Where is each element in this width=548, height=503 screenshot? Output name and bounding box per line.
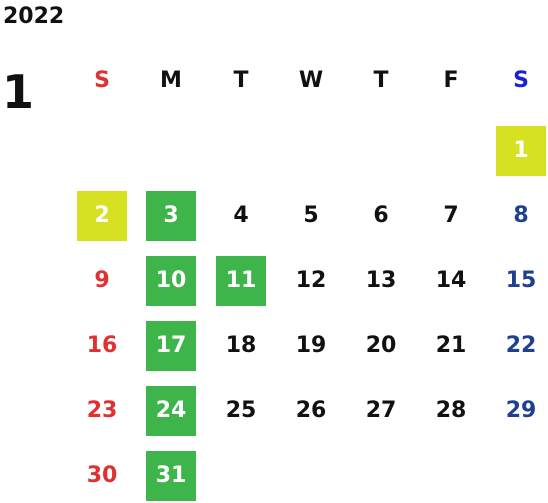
weekday-sunday: S <box>94 68 110 93</box>
day-15: 15 <box>505 268 537 293</box>
day-6: 6 <box>373 203 389 228</box>
day-28: 28 <box>435 398 467 423</box>
day-22: 22 <box>505 333 537 358</box>
weekday-saturday: S <box>513 68 529 93</box>
day-20: 20 <box>365 333 397 358</box>
day-16: 16 <box>86 333 118 358</box>
day-21: 21 <box>435 333 467 358</box>
day-9: 9 <box>94 268 110 293</box>
day-31: 31 <box>146 451 196 501</box>
day-13: 13 <box>365 268 397 293</box>
weekday-wednesday: W <box>298 68 324 93</box>
weekday-friday: F <box>443 68 459 93</box>
day-7: 7 <box>443 203 459 228</box>
day-3: 3 <box>146 191 196 241</box>
day-5: 5 <box>303 203 319 228</box>
day-24: 24 <box>146 386 196 436</box>
day-30: 30 <box>86 463 118 488</box>
day-2: 2 <box>77 191 127 241</box>
day-23: 23 <box>86 398 118 423</box>
day-25: 25 <box>225 398 257 423</box>
day-11: 11 <box>216 256 266 306</box>
day-10: 10 <box>146 256 196 306</box>
day-12: 12 <box>295 268 327 293</box>
weekday-monday: M <box>160 68 182 93</box>
day-18: 18 <box>225 333 257 358</box>
day-27: 27 <box>365 398 397 423</box>
day-14: 14 <box>435 268 467 293</box>
day-29: 29 <box>505 398 537 423</box>
day-17: 17 <box>146 321 196 371</box>
weekday-tuesday: T <box>233 68 249 93</box>
month-label: 1 <box>2 65 35 119</box>
day-4: 4 <box>233 203 249 228</box>
weekday-header: S M T W T F S <box>0 64 548 98</box>
day-19: 19 <box>295 333 327 358</box>
weekday-thursday: T <box>373 68 389 93</box>
day-1: 1 <box>496 126 546 176</box>
day-8: 8 <box>513 203 529 228</box>
year-label: 2022 <box>3 4 65 29</box>
day-26: 26 <box>295 398 327 423</box>
